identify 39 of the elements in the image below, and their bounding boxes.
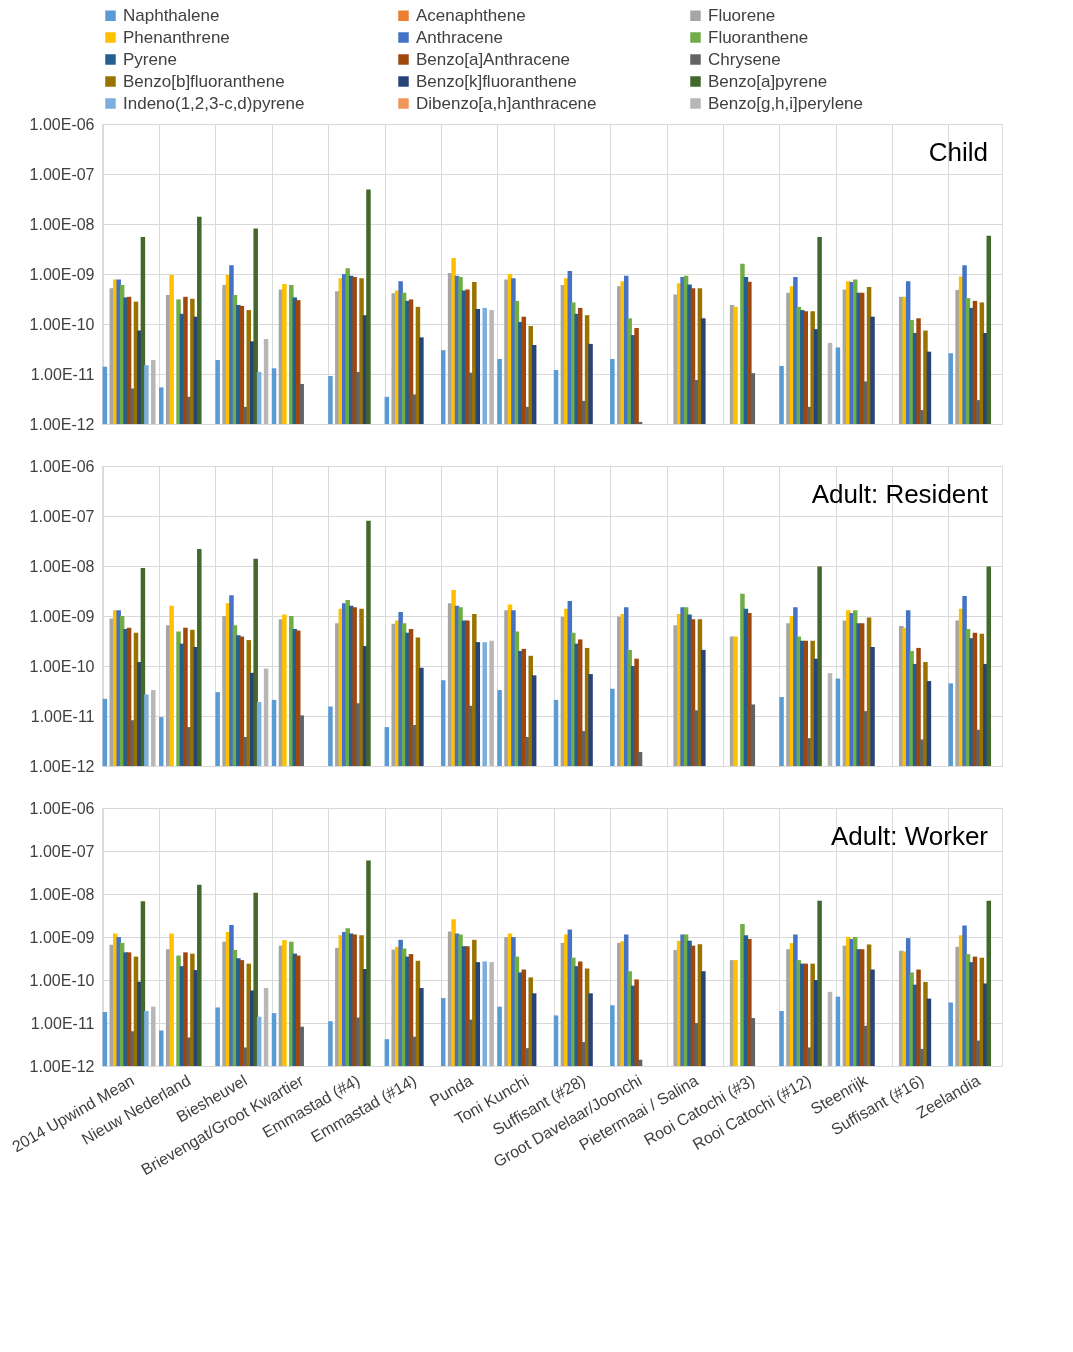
legend-label: Dibenzo[a,h]anthracene xyxy=(416,93,597,113)
legend-label: Benzo[k]fluoranthene xyxy=(416,71,577,91)
y-tick-label: 1.00E-09 xyxy=(29,928,95,946)
y-tick-label: 1.00E-10 xyxy=(29,971,95,989)
y-tick-label: 1.00E-10 xyxy=(29,657,95,675)
y-tick-label: 1.00E-09 xyxy=(29,607,95,625)
y-tick-label: 1.00E-11 xyxy=(30,365,95,383)
y-tick-label: 1.00E-09 xyxy=(29,265,95,283)
legend-label: Indeno(1,2,3-c,d)pyrene xyxy=(123,93,305,113)
legend-label: Anthracene xyxy=(416,27,503,47)
text: Adult: Worker xyxy=(830,821,989,851)
legend-label: Acenaphthene xyxy=(416,5,526,25)
legend-label: Fluorene xyxy=(708,5,776,25)
y-tick-label: 1.00E-11 xyxy=(30,707,95,725)
text: Child xyxy=(928,137,988,167)
legend-label: Benzo[a]Anthracene xyxy=(416,49,571,69)
y-tick-label: 1.00E-07 xyxy=(29,507,95,525)
y-tick-label: 1.00E-12 xyxy=(29,415,95,433)
y-tick-label: 1.00E-07 xyxy=(29,842,95,860)
y-tick-label: 1.00E-06 xyxy=(29,457,95,475)
y-tick-label: 1.00E-08 xyxy=(29,215,95,233)
y-tick-label: 1.00E-08 xyxy=(29,557,95,575)
y-tick-label: 1.00E-10 xyxy=(29,315,95,333)
legend-label: Benzo[a]pyrene xyxy=(708,71,828,91)
legend-label: Benzo[g,h,i]perylene xyxy=(708,93,863,113)
y-tick-label: 1.00E-12 xyxy=(29,757,95,775)
y-tick-label: 1.00E-07 xyxy=(29,165,95,183)
legend-label: Fluoranthene xyxy=(708,27,809,47)
legend-label: Naphthalene xyxy=(123,5,220,25)
legend-label: Phenanthrene xyxy=(123,27,230,47)
y-tick-label: 1.00E-06 xyxy=(29,799,95,817)
legend-label: Pyrene xyxy=(123,49,177,69)
y-tick-label: 1.00E-11 xyxy=(30,1014,95,1032)
y-tick-label: 1.00E-12 xyxy=(29,1057,95,1075)
y-tick-label: 1.00E-08 xyxy=(29,885,95,903)
legend-label: Chrysene xyxy=(708,49,781,69)
legend-label: Benzo[b]fluoranthene xyxy=(123,71,285,91)
text: Adult: Resident xyxy=(811,479,989,509)
y-tick-label: 1.00E-06 xyxy=(29,115,95,133)
